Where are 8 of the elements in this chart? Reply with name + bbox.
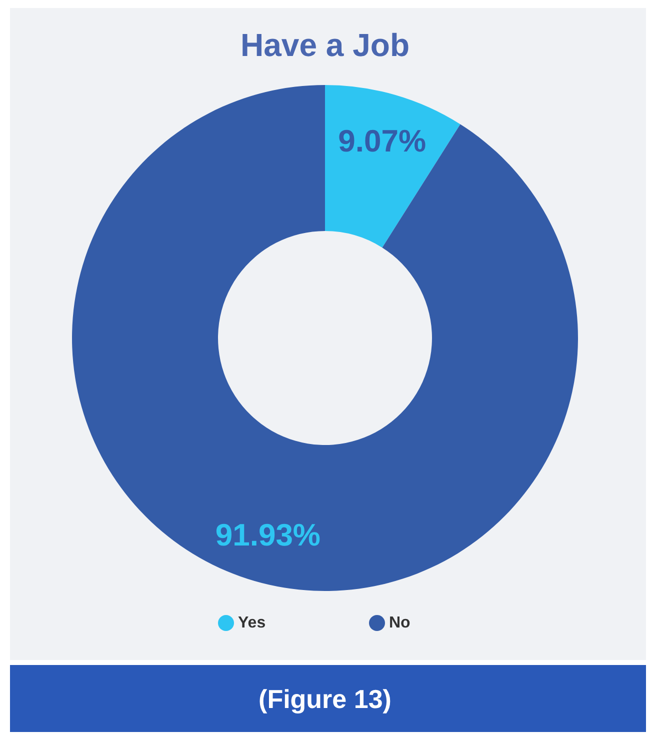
- donut-slice: [72, 85, 578, 591]
- legend-label: No: [389, 614, 411, 632]
- data-label: 9.07%: [338, 124, 426, 159]
- donut-slice: [325, 85, 460, 248]
- text: (Figure 13): [258, 684, 392, 714]
- chart-title: Have a Job: [240, 27, 410, 63]
- legend-label: Yes: [238, 614, 266, 632]
- data-label: 91.93%: [215, 517, 320, 552]
